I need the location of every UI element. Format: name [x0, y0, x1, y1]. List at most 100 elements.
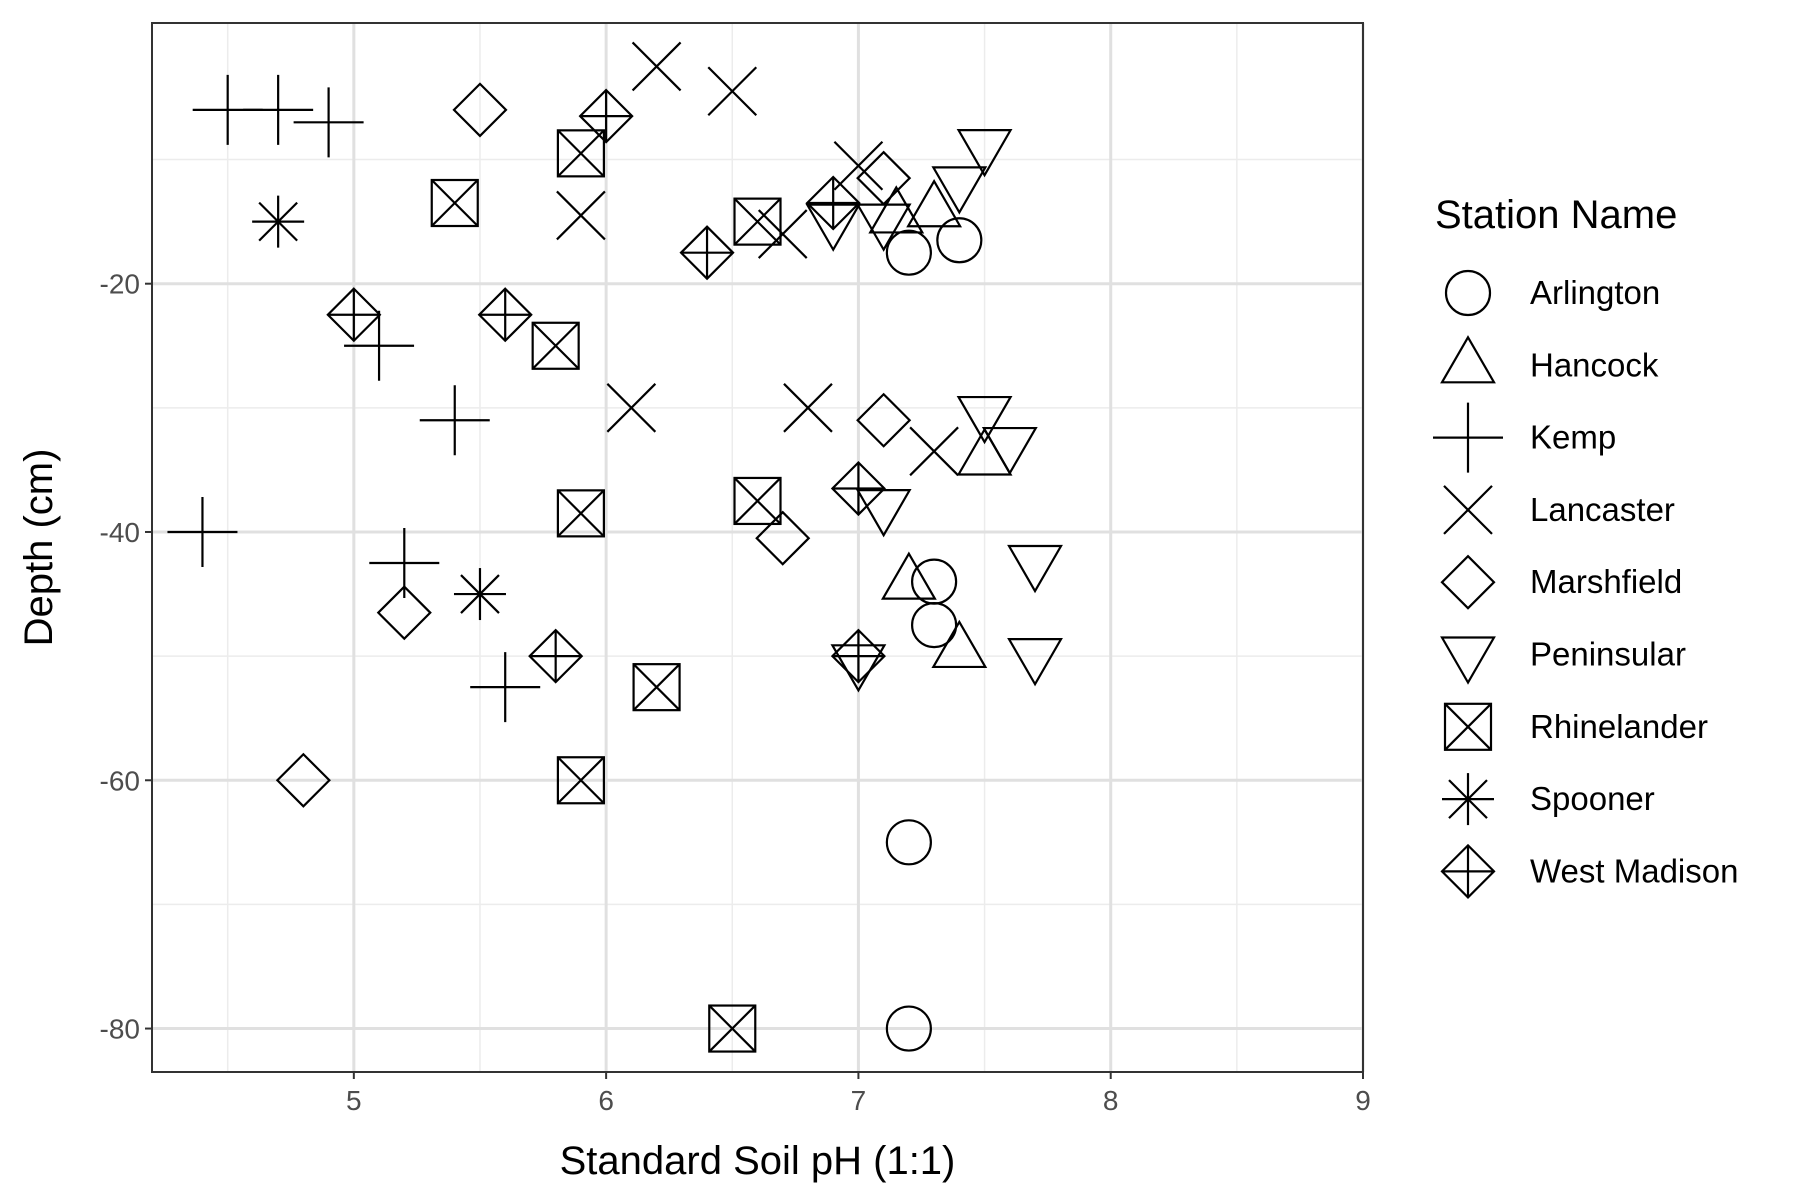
legend-key-hancock [1440, 335, 1496, 384]
point-hancock [931, 619, 988, 669]
legend-label: Rhinelander [1530, 708, 1708, 745]
x-tick-label: 6 [598, 1085, 614, 1116]
point-arlington [885, 229, 932, 276]
point-peninsular [1007, 638, 1063, 687]
legend-item-peninsular: Peninsular [1440, 636, 1686, 685]
point-kemp [243, 74, 314, 145]
point-lancaster [833, 140, 884, 191]
point-hancock [906, 179, 963, 228]
point-kemp [470, 652, 541, 723]
point-rhinelander [733, 197, 782, 246]
series-peninsular [805, 129, 1063, 693]
legend-item-lancaster: Lancaster [1443, 485, 1675, 535]
y-tick-label: -40 [100, 517, 140, 548]
legend-item-rhinelander: Rhinelander [1443, 702, 1708, 751]
legend-item-marshfield: Marshfield [1440, 554, 1682, 610]
point-west-madison [679, 225, 735, 281]
point-lancaster [909, 426, 959, 477]
point-hancock [868, 185, 925, 234]
point-lancaster [707, 66, 758, 117]
series-west-madison [326, 88, 886, 684]
y-axis-title: Depth (cm) [17, 449, 61, 647]
grid [152, 23, 1365, 1072]
point-rhinelander [531, 321, 580, 370]
point-spooner [252, 195, 305, 248]
point-peninsular [956, 395, 1013, 445]
x-tick-label: 7 [851, 1085, 867, 1116]
point-peninsular [855, 203, 912, 252]
point-marshfield [856, 392, 912, 448]
legend-key-west-madison [1440, 843, 1496, 899]
legend-key-arlington [1444, 269, 1492, 317]
legend-label: Arlington [1530, 274, 1660, 311]
point-kemp [167, 496, 238, 567]
point-marshfield [452, 82, 508, 138]
x-tick-label: 9 [1355, 1085, 1371, 1116]
point-rhinelander [733, 476, 782, 526]
point-kemp [344, 310, 415, 381]
data-points [167, 41, 1063, 1053]
point-arlington [911, 601, 958, 649]
legend-item-arlington: Arlington [1444, 269, 1660, 317]
series-spooner [252, 195, 506, 621]
point-lancaster [606, 383, 657, 433]
legend-item-kemp: Kemp [1433, 402, 1616, 473]
y-tick-label: -80 [100, 1014, 140, 1045]
y-tick-label: -60 [100, 765, 140, 796]
point-peninsular [855, 489, 912, 538]
point-spooner [453, 568, 506, 621]
point-rhinelander [556, 129, 605, 178]
point-lancaster [631, 41, 682, 92]
series-lancaster [556, 41, 959, 477]
legend-key-lancaster [1443, 485, 1493, 535]
legend-item-spooner: Spooner [1442, 773, 1655, 826]
legend-key-rhinelander [1443, 702, 1493, 751]
point-marshfield [755, 510, 811, 566]
legend-key-spooner [1442, 773, 1494, 826]
y-tick-label: -20 [100, 269, 140, 300]
point-west-madison [578, 88, 634, 144]
plot-panel [151, 22, 1364, 1073]
point-lancaster [757, 209, 808, 259]
legend-label: Marshfield [1530, 563, 1682, 600]
point-west-madison [805, 175, 861, 231]
series-rhinelander [430, 129, 782, 1053]
point-rhinelander [708, 1004, 757, 1053]
x-tick-label: 5 [346, 1085, 362, 1116]
point-arlington [885, 1005, 932, 1052]
x-axis-title: Standard Soil pH (1:1) [560, 1139, 956, 1183]
point-kemp [293, 87, 364, 158]
legend-item-west-madison: West Madison [1440, 843, 1738, 899]
point-west-madison [477, 287, 533, 343]
point-west-madison [830, 628, 886, 684]
point-rhinelander [632, 663, 681, 712]
legend-key-kemp [1433, 402, 1503, 473]
point-marshfield [376, 585, 432, 641]
point-arlington [936, 217, 983, 264]
point-peninsular [981, 426, 1038, 476]
point-west-madison [528, 628, 584, 684]
legend-label: Lancaster [1530, 491, 1675, 528]
legend-key-peninsular [1440, 636, 1496, 685]
point-arlington [885, 819, 932, 866]
legend-label: Kemp [1530, 419, 1616, 456]
legend-key-marshfield [1440, 554, 1496, 610]
point-peninsular [931, 166, 988, 215]
legend: Station Name Arlington Hancock Kemp Lancast… [1433, 193, 1738, 899]
point-lancaster [783, 383, 833, 433]
point-marshfield [275, 752, 331, 808]
point-west-madison [326, 287, 382, 343]
point-west-madison [830, 460, 886, 517]
series-hancock [868, 179, 1013, 669]
legend-label: Hancock [1530, 346, 1659, 383]
point-rhinelander [430, 178, 479, 228]
legend-label: West Madison [1530, 852, 1738, 889]
point-lancaster [556, 190, 606, 241]
axes: 5 6 7 8 9 -80 -60 -40 -20 [100, 269, 1371, 1116]
point-kemp [419, 385, 490, 456]
legend-item-hancock: Hancock [1440, 335, 1659, 384]
legend-label: Peninsular [1530, 636, 1686, 673]
series-marshfield [275, 82, 912, 808]
x-tick-label: 8 [1103, 1085, 1119, 1116]
